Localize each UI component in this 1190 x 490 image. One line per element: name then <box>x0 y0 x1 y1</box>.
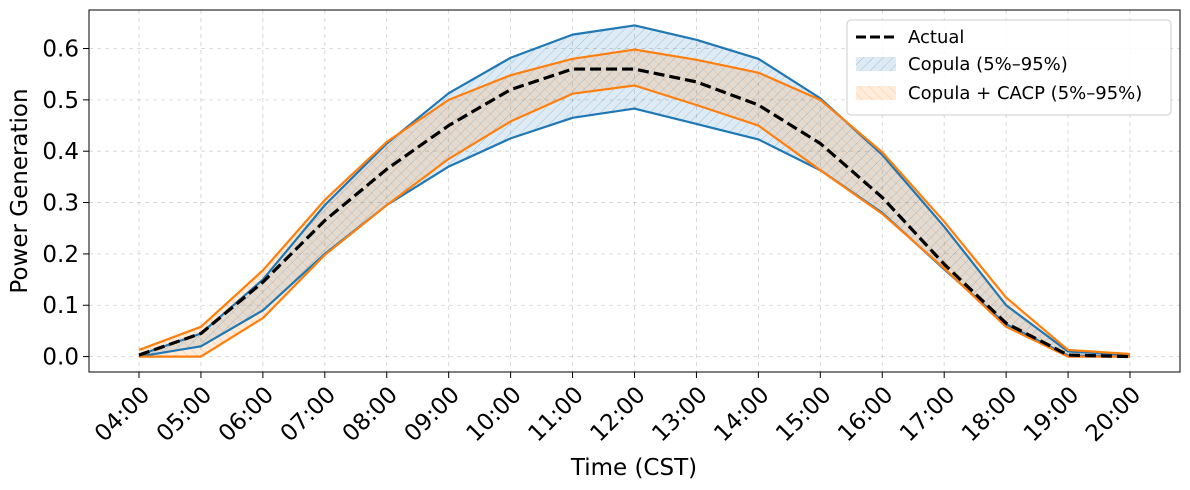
legend-box <box>846 19 1172 116</box>
y-tick-label: 0.2 <box>42 242 79 268</box>
x-tick-label: 18:00 <box>957 382 1022 447</box>
band-lower-line-0 <box>138 107 1131 358</box>
legend-cacp-label: Copula + CACP (5%–95%) <box>908 83 1142 104</box>
y-axis-label: Power Generation <box>7 88 33 293</box>
band-upper-line-0 <box>138 24 1131 357</box>
y-tick-label: 0.4 <box>42 139 79 165</box>
x-axis-label: Time (CST) <box>570 455 697 481</box>
legend-copula-label: Copula (5%–95%) <box>908 54 1068 75</box>
x-tick-label: 15:00 <box>771 382 836 447</box>
y-tick-label: 0.6 <box>42 37 79 63</box>
x-tick-label: 20:00 <box>1081 382 1146 447</box>
legend: Actual Copula (5%–95%) Copula + CACP (5%… <box>846 19 1172 116</box>
y-tick-label: 0.1 <box>42 293 79 319</box>
band-upper-line-1 <box>138 48 1131 356</box>
legend-cacp-swatch <box>856 86 896 100</box>
series-lines <box>138 24 1131 359</box>
x-tick-label: 07:00 <box>276 382 341 447</box>
x-tick-label: 08:00 <box>338 382 403 447</box>
y-tick-label: 0.0 <box>42 345 79 371</box>
y-axis-ticks: 0.0 0.1 0.2 0.3 0.4 0.5 0.6 <box>42 37 89 371</box>
x-tick-label: 09:00 <box>400 382 465 447</box>
x-tick-label: 06:00 <box>214 382 279 447</box>
y-tick-label: 0.5 <box>42 88 79 114</box>
x-tick-label: 05:00 <box>152 382 217 447</box>
x-tick-label: 13:00 <box>647 382 712 447</box>
actual-line <box>138 67 1131 359</box>
x-axis-ticks: 04:0005:0006:0007:0008:0009:0010:0011:00… <box>90 372 1146 447</box>
x-tick-label: 12:00 <box>585 382 650 447</box>
x-tick-label: 04:00 <box>90 382 155 447</box>
band-lower-line-1 <box>139 84 1130 358</box>
x-tick-label: 10:00 <box>462 382 527 447</box>
x-tick-label: 14:00 <box>709 382 774 447</box>
legend-actual-label: Actual <box>908 27 964 48</box>
y-tick-label: 0.3 <box>42 191 79 217</box>
x-tick-label: 19:00 <box>1019 382 1084 447</box>
legend-copula-swatch <box>856 57 896 71</box>
x-tick-label: 16:00 <box>833 382 898 447</box>
x-tick-label: 11:00 <box>524 382 589 447</box>
x-tick-label: 17:00 <box>895 382 960 447</box>
